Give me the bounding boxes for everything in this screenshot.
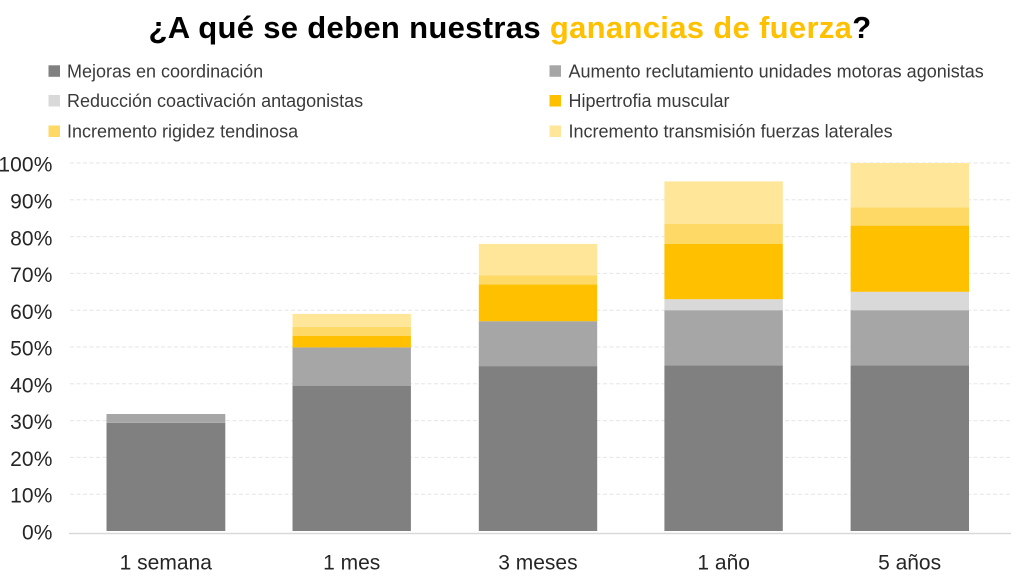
svg-text:0%: 0% bbox=[22, 522, 53, 545]
svg-text:60%: 60% bbox=[10, 301, 52, 324]
svg-text:3 meses: 3 meses bbox=[498, 552, 577, 575]
svg-text:1 semana: 1 semana bbox=[120, 552, 213, 575]
svg-text:80%: 80% bbox=[10, 227, 52, 250]
svg-text:Incremento transmisión fuerzas: Incremento transmisión fuerzas laterales bbox=[569, 122, 893, 142]
svg-text:Reducción coactivación antagon: Reducción coactivación antagonistas bbox=[67, 91, 363, 111]
svg-text:70%: 70% bbox=[10, 264, 52, 287]
svg-text:30%: 30% bbox=[10, 411, 52, 434]
svg-text:1 año: 1 año bbox=[697, 552, 750, 575]
svg-text:100%: 100% bbox=[0, 154, 53, 177]
svg-text:1 mes: 1 mes bbox=[323, 552, 380, 575]
svg-text:¿A qué se deben nuestras ganan: ¿A qué se deben nuestras ganancias de fu… bbox=[148, 10, 871, 45]
svg-text:10%: 10% bbox=[10, 485, 52, 508]
svg-text:5 años: 5 años bbox=[878, 552, 941, 575]
svg-text:Mejoras en coordinación: Mejoras en coordinación bbox=[67, 61, 263, 81]
svg-text:50%: 50% bbox=[10, 338, 52, 361]
svg-text:Aumento reclutamiento unidades: Aumento reclutamiento unidades motoras a… bbox=[569, 61, 984, 81]
svg-text:20%: 20% bbox=[10, 448, 52, 471]
svg-text:90%: 90% bbox=[10, 191, 52, 214]
svg-text:Hipertrofia muscular: Hipertrofia muscular bbox=[569, 91, 730, 111]
svg-text:Incremento rigidez tendinosa: Incremento rigidez tendinosa bbox=[67, 122, 299, 142]
svg-text:40%: 40% bbox=[10, 374, 52, 397]
